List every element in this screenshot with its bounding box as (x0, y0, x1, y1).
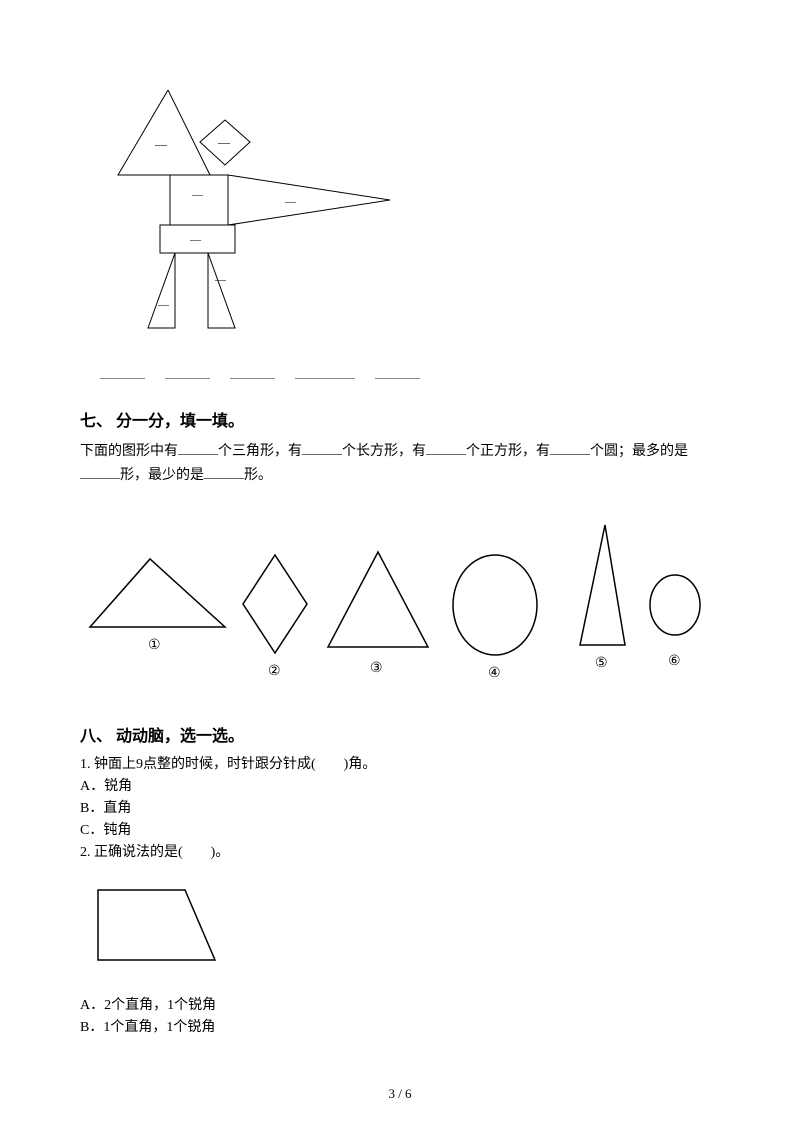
text-seg: 个长方形，有 (342, 444, 426, 459)
blank (178, 439, 218, 455)
blank-line (295, 365, 355, 379)
svg-text:—: — (157, 299, 170, 311)
blank-line (375, 365, 420, 379)
shapes-svg: ① ② ③ ④ ⑤ ⑥ (80, 517, 720, 687)
svg-text:—: — (191, 189, 204, 201)
text-seg: 形，最少的是 (120, 468, 204, 483)
q1-option-c: C．钝角 (80, 820, 720, 842)
section7-title: 七、 分一分，填一填。 (80, 407, 720, 431)
text-seg: 下面的图形中有 (80, 444, 178, 459)
shape-label-5: ⑤ (595, 656, 608, 671)
trapezoid-svg (90, 882, 230, 972)
shape-label-3: ③ (370, 661, 383, 676)
tangram-svg: — — — — — — — (100, 90, 400, 340)
text-seg: 个正方形，有 (466, 444, 550, 459)
blank-line (100, 365, 145, 379)
section8-title: 八、 动动脑，选一选。 (80, 722, 720, 746)
trapezoid-figure (90, 882, 720, 977)
text-seg: 个三角形，有 (218, 444, 302, 459)
shapes-row: ① ② ③ ④ ⑤ ⑥ (80, 517, 720, 692)
section7-text: 下面的图形中有 个三角形，有 个长方形，有 个正方形，有 个圆；最多的是形，最少的是 形。 (80, 439, 720, 487)
svg-text:—: — (214, 274, 227, 286)
q1-option-a: A．锐角 (80, 776, 720, 798)
svg-text:—: — (154, 137, 168, 151)
tangram-figure: — — — — — — — (100, 90, 720, 345)
blank (550, 439, 590, 455)
shape-label-2: ② (268, 664, 281, 679)
page-number: 3 / 6 (0, 1086, 800, 1102)
blank-line (165, 365, 210, 379)
text-seg: 个圆；最多的是 (590, 444, 688, 459)
shape-label-6: ⑥ (668, 654, 681, 669)
svg-text:—: — (284, 196, 297, 208)
text-seg: 形。 (244, 468, 272, 483)
question-2: 2. 正确说法的是( )。 (80, 842, 720, 864)
blank (80, 463, 120, 479)
blank-line (230, 365, 275, 379)
question-1: 1. 钟面上9点整的时候，时针跟分针成( )角。 (80, 754, 720, 776)
q2-option-b: B．1个直角，1个锐角 (80, 1017, 720, 1039)
blank (302, 439, 342, 455)
svg-text:—: — (217, 135, 231, 149)
blank-lines-row (100, 365, 720, 379)
svg-text:—: — (189, 234, 202, 246)
q2-option-a: A．2个直角，1个锐角 (80, 995, 720, 1017)
q1-option-b: B．直角 (80, 798, 720, 820)
shape-label-1: ① (148, 638, 161, 653)
shape-label-4: ④ (488, 666, 501, 681)
blank (204, 463, 244, 479)
blank (426, 439, 466, 455)
